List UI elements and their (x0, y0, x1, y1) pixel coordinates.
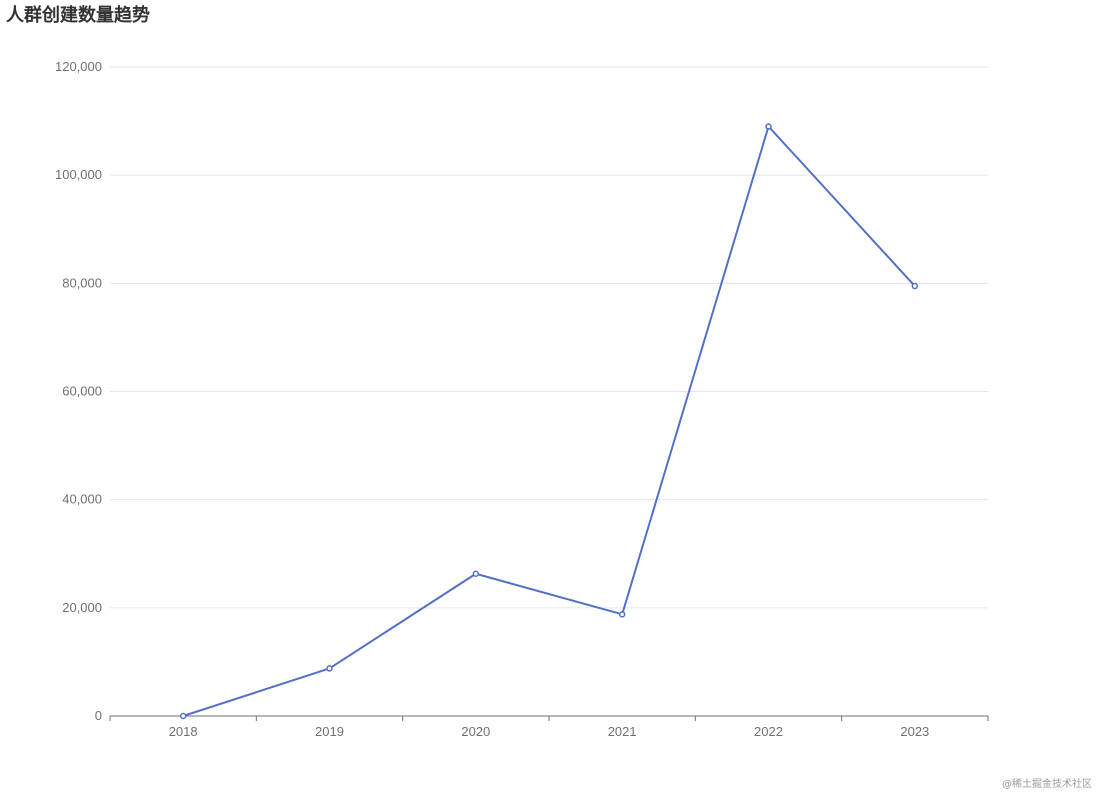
chart-title: 人群创建数量趋势 (6, 5, 150, 26)
x-tick-label: 2023 (900, 724, 929, 739)
watermark: @稀土掘金技术社区 (1002, 779, 1092, 790)
data-point[interactable] (911, 282, 919, 290)
data-point[interactable] (472, 570, 480, 578)
x-tick-label: 2022 (754, 724, 783, 739)
grid-lines (110, 66, 988, 609)
y-tick-label: 20,000 (62, 600, 102, 615)
x-axis-labels: 2018 2019 2020 2021 2022 2023 (169, 724, 930, 739)
y-tick-label: 60,000 (62, 384, 102, 399)
y-tick-label: 120,000 (55, 59, 102, 74)
x-tick-label: 2021 (608, 724, 637, 739)
data-point[interactable] (765, 123, 772, 130)
data-point[interactable] (326, 665, 333, 672)
series-line (182, 125, 916, 717)
y-tick-label: 80,000 (62, 275, 102, 290)
data-point[interactable] (618, 611, 626, 618)
x-tick-label: 2018 (169, 724, 198, 739)
x-tick-label: 2020 (461, 724, 490, 739)
x-tick-label: 2019 (315, 724, 344, 739)
x-axis (109, 715, 989, 721)
data-point[interactable] (179, 712, 187, 720)
y-axis-labels: 0 20,000 40,000 60,000 80,000 100,000 120,000 (55, 59, 102, 723)
y-tick-label: 100,000 (55, 167, 102, 182)
y-tick-label: 0 (95, 708, 102, 723)
y-tick-label: 40,000 (62, 492, 102, 507)
series-group (179, 123, 919, 720)
